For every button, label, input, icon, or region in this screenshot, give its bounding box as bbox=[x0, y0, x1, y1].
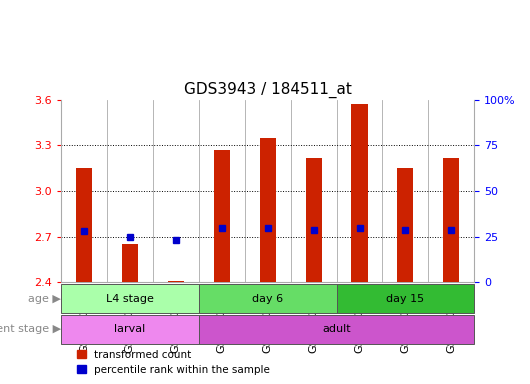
Bar bbox=[61, 315, 199, 344]
Text: L4 stage: L4 stage bbox=[106, 293, 154, 304]
Bar bbox=[61, 284, 199, 313]
Title: GDS3943 / 184511_at: GDS3943 / 184511_at bbox=[184, 82, 351, 98]
Bar bbox=[199, 315, 474, 344]
Bar bbox=[337, 284, 474, 313]
Text: larval: larval bbox=[114, 324, 145, 334]
Legend: transformed count, percentile rank within the sample: transformed count, percentile rank withi… bbox=[77, 350, 270, 375]
Bar bbox=[351, 104, 368, 282]
Text: adult: adult bbox=[322, 324, 351, 334]
Bar bbox=[260, 138, 276, 282]
Bar bbox=[444, 157, 460, 282]
Text: day 15: day 15 bbox=[386, 293, 425, 304]
Bar bbox=[398, 168, 413, 282]
Bar bbox=[305, 157, 322, 282]
Bar bbox=[76, 168, 92, 282]
Bar bbox=[122, 244, 138, 282]
Bar bbox=[199, 284, 337, 313]
Text: age ▶: age ▶ bbox=[28, 293, 61, 304]
Bar bbox=[167, 281, 184, 282]
Bar bbox=[214, 150, 230, 282]
Text: development stage ▶: development stage ▶ bbox=[0, 324, 61, 334]
Text: day 6: day 6 bbox=[252, 293, 283, 304]
